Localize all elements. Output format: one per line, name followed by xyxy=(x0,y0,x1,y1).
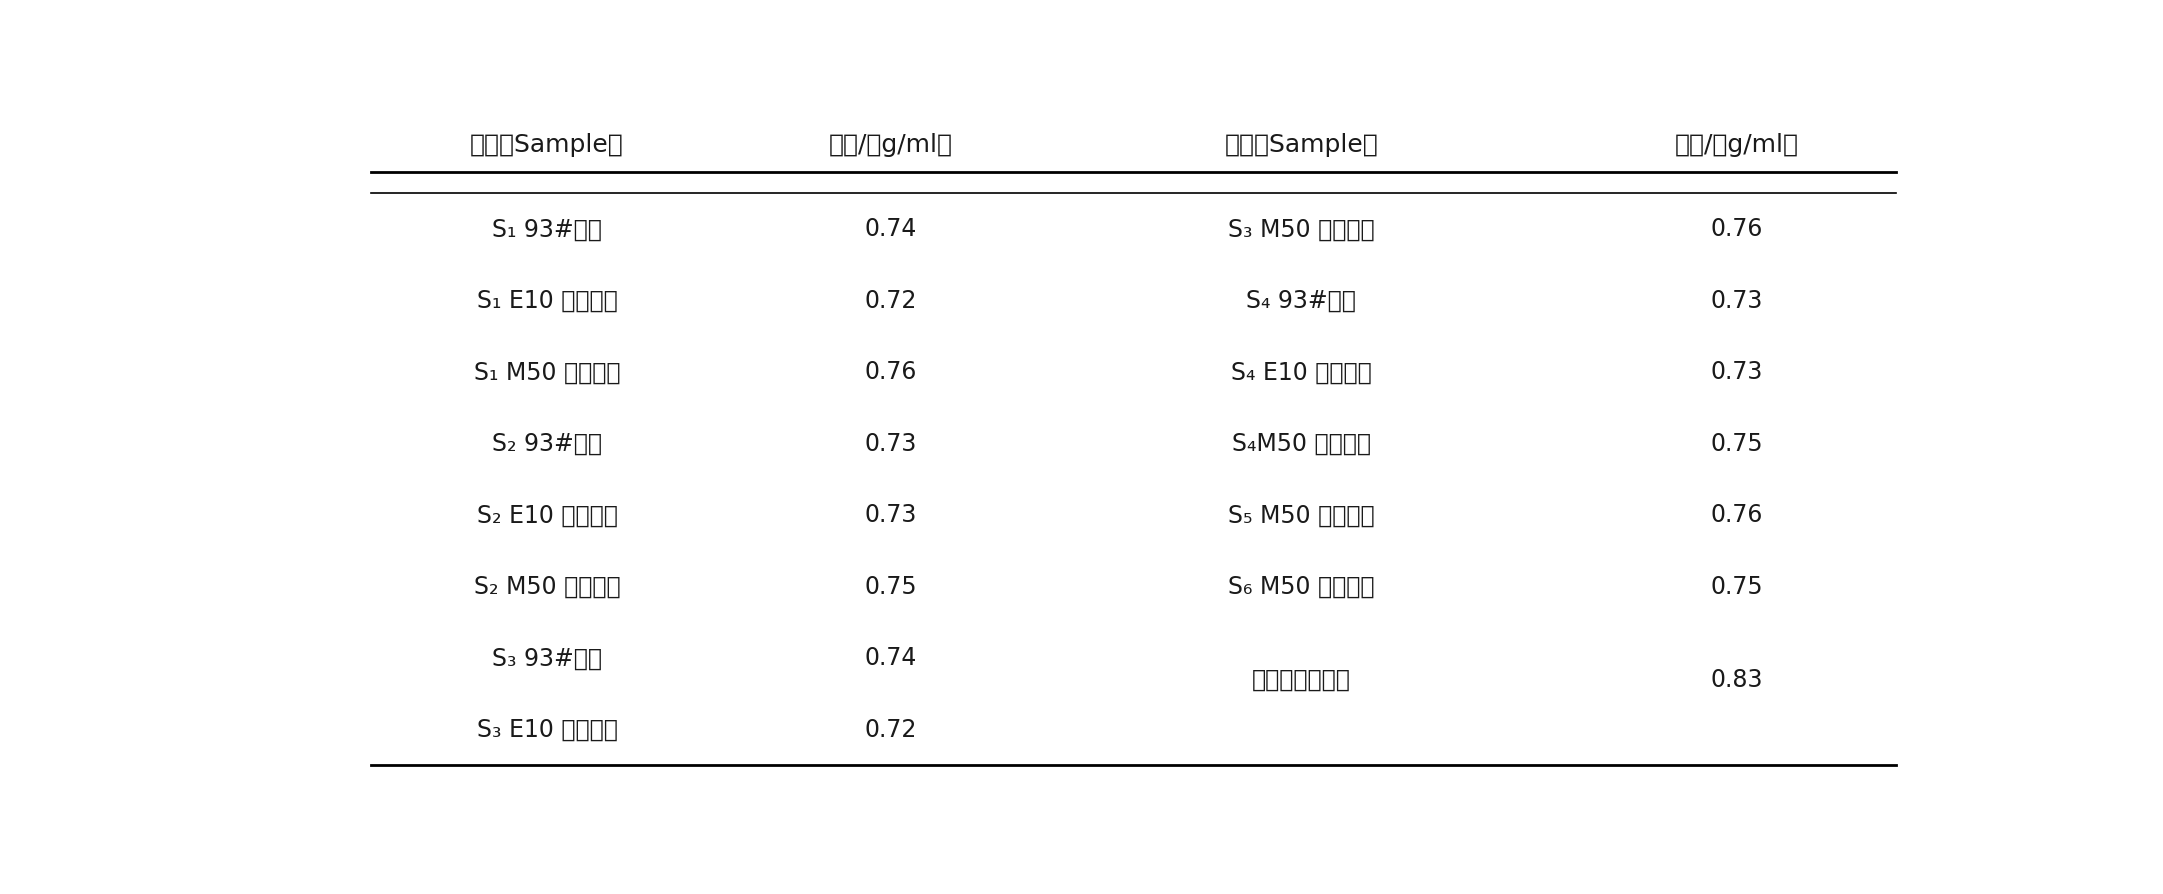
Text: 0.75: 0.75 xyxy=(1711,574,1763,598)
Text: 0.75: 0.75 xyxy=(865,574,917,598)
Text: S₂ E10 乙醇汽油: S₂ E10 乙醇汽油 xyxy=(476,502,616,527)
Text: S₅ M50 甲醇汽油: S₅ M50 甲醇汽油 xyxy=(1229,502,1376,527)
Text: S₄ E10 乙醇汽油: S₄ E10 乙醇汽油 xyxy=(1231,360,1371,384)
Text: S₂ 93#汽油: S₂ 93#汽油 xyxy=(491,431,601,455)
Text: S₄ 93#汽油: S₄ 93#汽油 xyxy=(1246,289,1356,312)
Text: 0.83: 0.83 xyxy=(1711,667,1763,691)
Text: S₃ E10 乙醇汽油: S₃ E10 乙醇汽油 xyxy=(476,717,616,741)
Text: S₃ M50 甲醇汽油: S₃ M50 甲醇汽油 xyxy=(1229,217,1376,241)
Text: 0.76: 0.76 xyxy=(1711,502,1763,527)
Text: 0.73: 0.73 xyxy=(1711,360,1763,384)
Text: 0.76: 0.76 xyxy=(1711,217,1763,241)
Text: S₁ 93#汽油: S₁ 93#汽油 xyxy=(491,217,601,241)
Text: 0.73: 0.73 xyxy=(865,502,917,527)
Text: 0.75: 0.75 xyxy=(1711,431,1763,455)
Text: 0.72: 0.72 xyxy=(865,717,917,741)
Text: 样品（Sample）: 样品（Sample） xyxy=(1224,133,1378,157)
Text: 密度/（g/ml）: 密度/（g/ml） xyxy=(1674,133,1800,157)
Text: 0.73: 0.73 xyxy=(865,431,917,455)
Text: S₃ 93#汽油: S₃ 93#汽油 xyxy=(491,645,601,670)
Text: 密度/（g/ml）: 密度/（g/ml） xyxy=(828,133,952,157)
Text: 0.76: 0.76 xyxy=(865,360,917,384)
Text: 样品（Sample）: 样品（Sample） xyxy=(469,133,623,157)
Text: S₄M50 甲醇汽油: S₄M50 甲醇汽油 xyxy=(1231,431,1371,455)
Text: S₂ M50 甲醇汽油: S₂ M50 甲醇汽油 xyxy=(474,574,621,598)
Text: 0.74: 0.74 xyxy=(865,217,917,241)
Text: 0.72: 0.72 xyxy=(865,289,917,312)
Text: S₁ E10 乙醇汽油: S₁ E10 乙醇汽油 xyxy=(476,289,616,312)
Text: 甲醇汽油添加剂: 甲醇汽油添加剂 xyxy=(1252,667,1350,691)
Text: S₁ M50 甲醇汽油: S₁ M50 甲醇汽油 xyxy=(474,360,621,384)
Text: S₆ M50 甲醇汽油: S₆ M50 甲醇汽油 xyxy=(1229,574,1374,598)
Text: 0.73: 0.73 xyxy=(1711,289,1763,312)
Text: 0.74: 0.74 xyxy=(865,645,917,670)
